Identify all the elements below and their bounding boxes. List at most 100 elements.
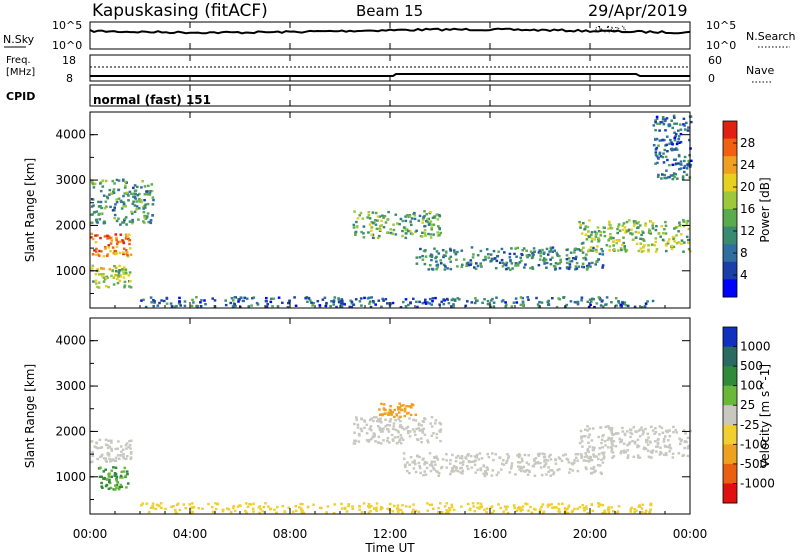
velocity-cell: [486, 468, 490, 471]
power-cell: [677, 162, 680, 165]
power-cell: [556, 254, 560, 257]
power-cell: [144, 203, 147, 206]
power-cell: [337, 299, 341, 302]
power-cell: [428, 302, 431, 305]
velocity-cell: [514, 473, 517, 476]
power-cell: [575, 267, 579, 270]
velocity-cell: [378, 441, 381, 445]
power-cell: [118, 264, 121, 268]
power-cell: [601, 305, 605, 308]
velocity-cell: [403, 410, 407, 413]
velocity-cell: [110, 475, 113, 478]
velocity-cell: [110, 449, 114, 452]
velocity-cell: [413, 461, 416, 464]
velocity-cell: [422, 427, 426, 430]
velocity-cell: [377, 435, 381, 439]
velocity-cell: [456, 454, 460, 458]
velocity-cell: [352, 442, 356, 445]
power-cell: [669, 174, 673, 177]
power-cell: [147, 184, 150, 188]
velocity-cell: [547, 455, 551, 458]
velocity-cell: [615, 511, 619, 515]
power-cell: [112, 283, 116, 286]
velocity-cell: [498, 456, 502, 460]
time-tick-label: 20:00: [573, 527, 608, 541]
velocity-cell: [582, 459, 586, 462]
power-cell: [389, 228, 392, 231]
power-cell: [342, 302, 345, 305]
velocity-cell: [400, 408, 404, 412]
velocity-cell: [600, 503, 603, 507]
power-cell: [439, 262, 443, 265]
velocity-cell: [448, 509, 452, 512]
velocity-cell: [483, 474, 487, 478]
power-cell: [133, 210, 137, 213]
velocity-cell: [473, 463, 477, 466]
velocity-cell: [407, 431, 410, 435]
velocity-cell: [654, 431, 658, 434]
power-cell: [537, 264, 541, 267]
velocity-cell: [120, 470, 124, 473]
velocity-cell: [227, 508, 231, 511]
velocity-cell: [543, 465, 546, 468]
velocity-cell: [616, 510, 620, 513]
velocity-cell: [226, 507, 229, 510]
power-cell: [485, 248, 489, 251]
power-cell: [623, 245, 626, 248]
velocity-cell: [686, 447, 690, 450]
power-cell: [573, 247, 577, 251]
power-cell: [599, 304, 603, 307]
power-cell: [116, 281, 120, 285]
power-cell: [659, 235, 662, 238]
velocity-cell: [129, 450, 133, 454]
velocity-cell: [668, 443, 672, 447]
power-cell: [129, 253, 133, 256]
velocity-cell: [369, 510, 372, 513]
power-cell: [438, 303, 441, 306]
velocity-cell: [492, 509, 496, 513]
power-cell: [105, 254, 109, 258]
power-cell: [617, 300, 620, 303]
power-cell: [140, 299, 143, 302]
power-cell: [281, 301, 284, 304]
power-cell: [462, 258, 466, 261]
power-cell: [558, 254, 561, 258]
velocity-cell: [638, 504, 641, 507]
velocity-cell: [430, 460, 434, 463]
velocity-cell: [641, 429, 645, 432]
power-cell: [106, 237, 109, 240]
velocity-cell: [108, 457, 111, 461]
velocity-cell: [672, 425, 675, 429]
power-cell: [354, 230, 358, 234]
power-cell: [433, 247, 436, 250]
power-cell: [429, 220, 433, 223]
velocity-cell: [264, 502, 267, 505]
power-cell: [294, 304, 298, 307]
velocity-cell: [610, 430, 613, 434]
power-cell: [148, 193, 152, 196]
power-cell: [142, 220, 145, 223]
power-cell: [521, 300, 525, 303]
power-cell: [573, 251, 576, 254]
power-cell: [449, 255, 453, 258]
velocity-cell: [294, 505, 297, 508]
power-cell: [675, 142, 679, 146]
power-cell: [548, 250, 551, 253]
power-cell: [401, 219, 405, 223]
velocity-cell: [440, 511, 444, 514]
power-cell: [151, 214, 154, 217]
power-cell: [501, 261, 505, 265]
power-cell: [675, 225, 679, 229]
velocity-cell: [585, 454, 588, 458]
velocity-cell: [479, 467, 482, 470]
velocity-cell: [421, 431, 425, 434]
power-cell: [368, 217, 372, 220]
power-cell: [401, 234, 404, 238]
noise-sky-label: N.Sky: [3, 33, 35, 46]
velocity-cell: [112, 466, 115, 469]
velocity-cell: [525, 502, 529, 506]
power-cell: [593, 238, 596, 241]
power-cell: [547, 299, 550, 303]
velocity-cell: [445, 459, 448, 462]
power-cell: [642, 238, 645, 241]
